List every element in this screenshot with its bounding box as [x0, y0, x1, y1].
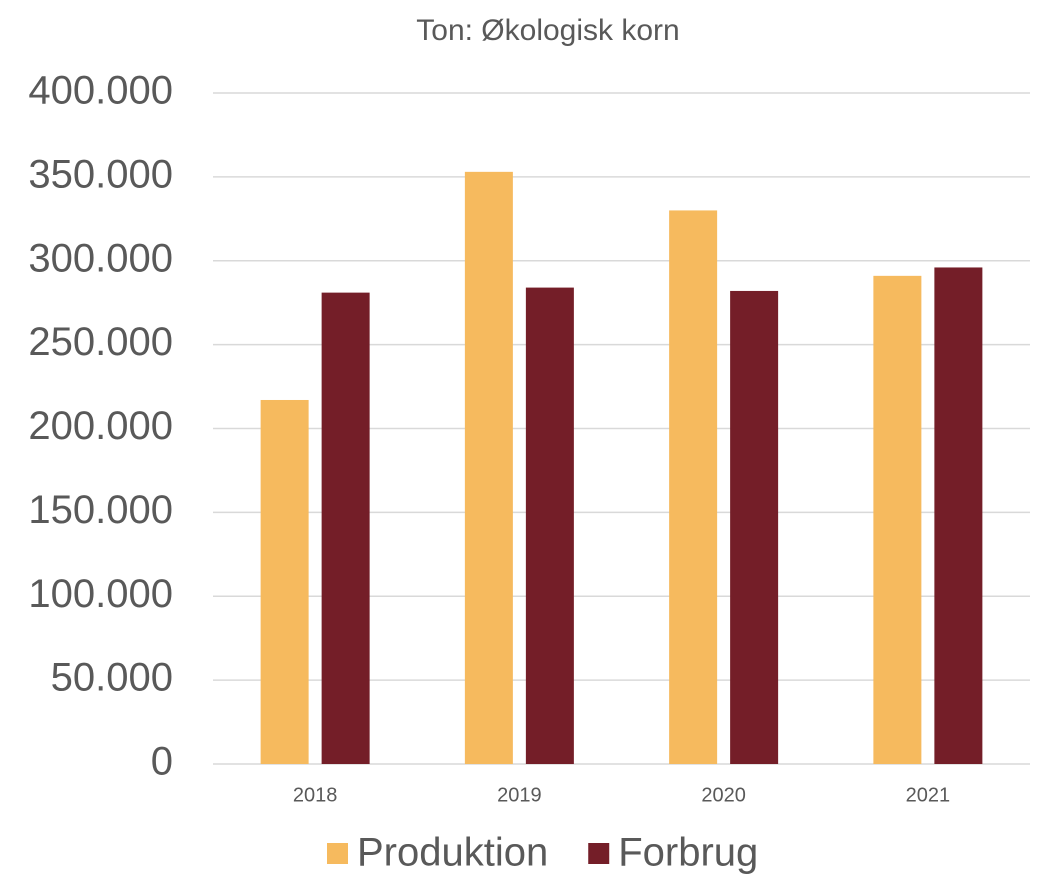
y-tick-label: 350.000	[28, 152, 173, 196]
y-tick-label: 50.000	[51, 656, 173, 700]
legend-swatch	[588, 843, 610, 864]
chart-title: Ton: Økologisk korn	[416, 14, 679, 47]
bar	[260, 399, 309, 764]
bar	[321, 292, 370, 764]
y-tick-label: 250.000	[28, 320, 173, 364]
legend-label: Produktion	[357, 831, 548, 875]
legend-swatch	[327, 843, 348, 864]
y-tick-label: 150.000	[28, 488, 173, 532]
bar	[525, 287, 574, 764]
x-tick-label: 2021	[906, 784, 951, 806]
x-tick-label: 2018	[293, 784, 338, 806]
bar	[873, 275, 922, 764]
y-tick-label: 400.000	[28, 69, 173, 113]
bar	[934, 267, 983, 764]
x-tick-label: 2019	[497, 784, 542, 806]
legend-label: Forbrug	[618, 831, 758, 875]
x-tick-label: 2020	[701, 784, 746, 806]
bar	[669, 210, 718, 765]
bar	[730, 290, 779, 764]
y-tick-label: 0	[151, 740, 173, 784]
y-tick-label: 300.000	[28, 236, 173, 280]
y-tick-label: 200.000	[28, 404, 173, 448]
bar	[464, 171, 513, 764]
y-tick-label: 100.000	[28, 572, 173, 616]
